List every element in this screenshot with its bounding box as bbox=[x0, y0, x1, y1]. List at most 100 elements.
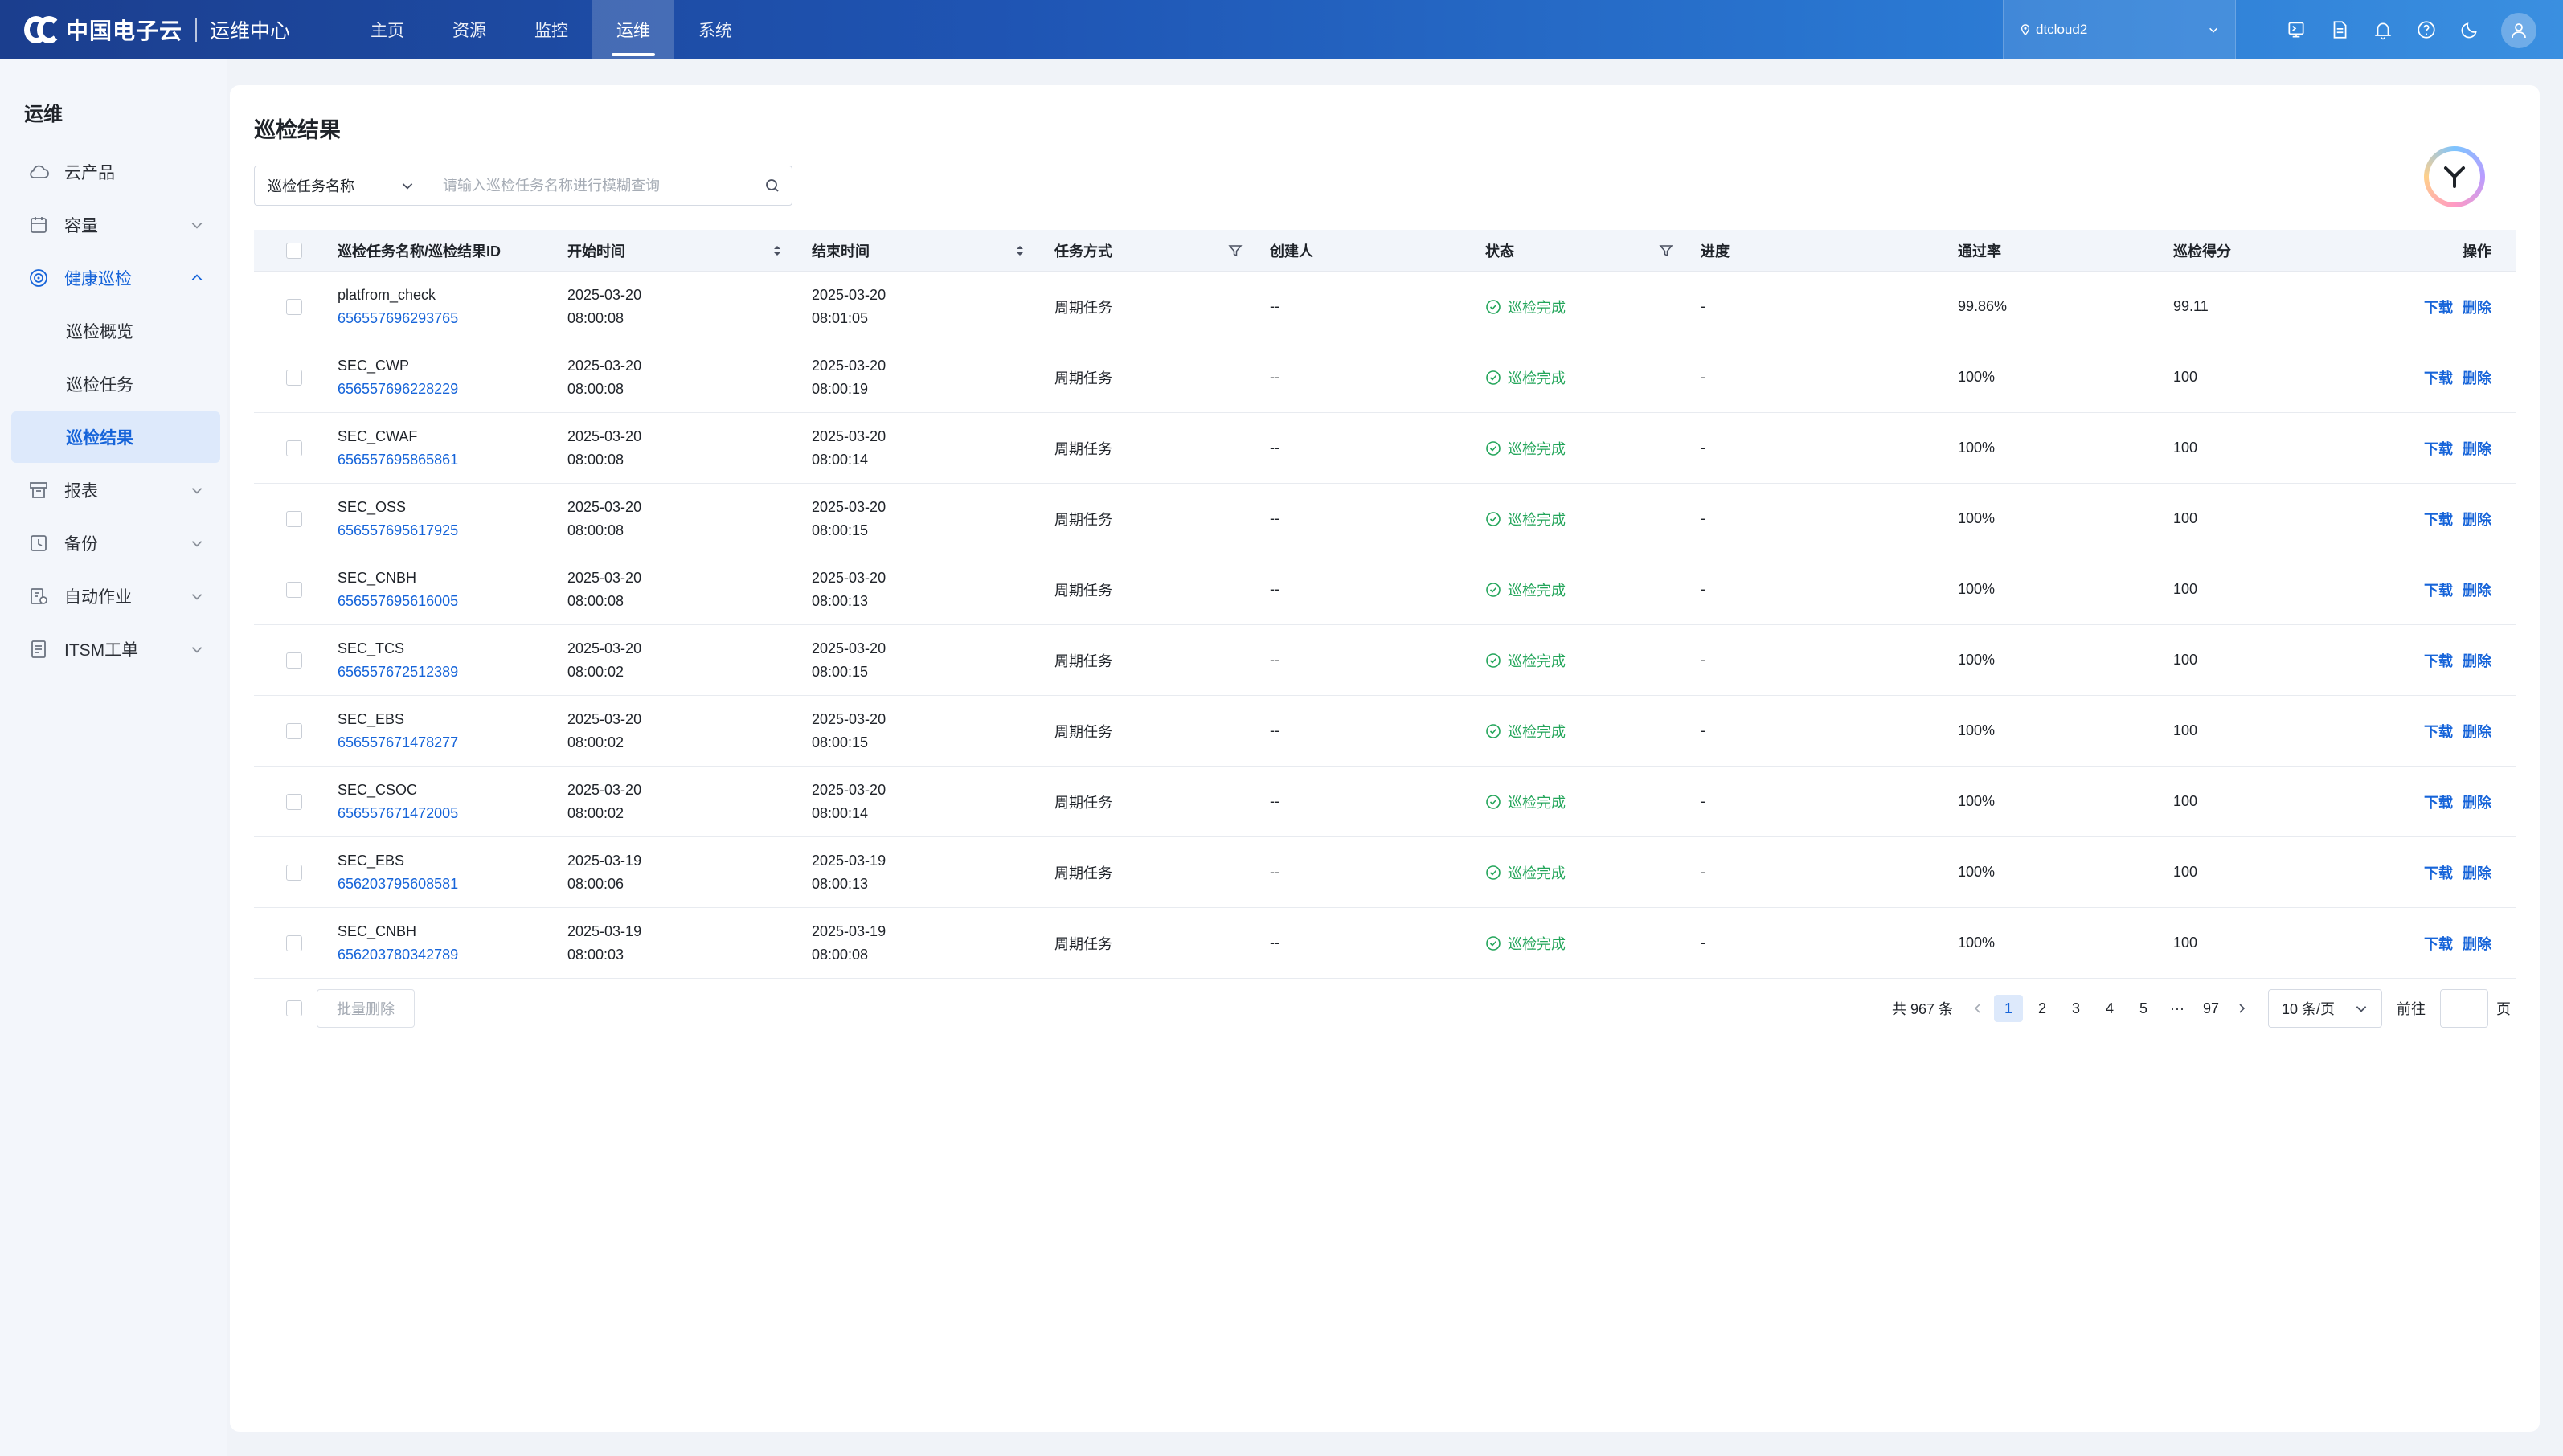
nav-operations[interactable]: 运维 bbox=[592, 0, 675, 59]
console-icon[interactable] bbox=[2274, 0, 2318, 59]
pass-rate: 100% bbox=[1958, 440, 1996, 456]
brand-logo[interactable]: 中国电子云 运维中心 bbox=[24, 0, 290, 59]
ai-assistant-button[interactable] bbox=[2424, 146, 2485, 207]
filter-icon[interactable] bbox=[1228, 243, 1243, 258]
pass-rate: 100% bbox=[1958, 793, 1996, 809]
help-icon[interactable] bbox=[2405, 0, 2448, 59]
result-id-link[interactable]: 656557695865861 bbox=[338, 451, 459, 468]
search-input[interactable] bbox=[428, 166, 753, 205]
delete-link[interactable]: 删除 bbox=[2463, 511, 2491, 528]
page-size-select[interactable]: 10 条/页 bbox=[2268, 989, 2382, 1028]
sidebar-subitem-tasks[interactable]: 巡检任务 bbox=[66, 376, 133, 395]
download-link[interactable]: 下载 bbox=[2424, 511, 2453, 528]
region-selector[interactable]: dtcloud2 bbox=[2003, 0, 2236, 59]
pass-rate: 100% bbox=[1958, 652, 1996, 668]
result-id-link[interactable]: 656557671478277 bbox=[338, 734, 459, 750]
result-id-link[interactable]: 656557671472005 bbox=[338, 804, 459, 821]
download-link[interactable]: 下载 bbox=[2424, 582, 2453, 599]
delete-link[interactable]: 删除 bbox=[2463, 794, 2491, 811]
document-icon[interactable] bbox=[2318, 0, 2361, 59]
search-icon[interactable] bbox=[753, 166, 792, 205]
result-id-link[interactable]: 656557695617925 bbox=[338, 521, 459, 538]
delete-link[interactable]: 删除 bbox=[2463, 299, 2491, 316]
nav-home[interactable]: 主页 bbox=[371, 22, 405, 40]
nav-monitoring[interactable]: 监控 bbox=[534, 22, 569, 40]
delete-link[interactable]: 删除 bbox=[2463, 935, 2491, 952]
sidebar-item-health-check[interactable]: 健康巡检 bbox=[11, 252, 220, 304]
table-row: SEC_OSS 656557695617925 2025-03-20 08:00:08… bbox=[254, 484, 2516, 554]
more-pages-button[interactable]: ··· bbox=[2170, 1000, 2184, 1016]
sidebar-item-backup[interactable]: 备份 bbox=[11, 517, 220, 569]
sort-icon[interactable] bbox=[770, 243, 784, 258]
sidebar-subitem-results[interactable]: 巡检结果 bbox=[11, 411, 220, 463]
sidebar-item-automation[interactable]: 自动作业 bbox=[11, 571, 220, 622]
row-checkbox[interactable] bbox=[286, 581, 302, 598]
delete-link[interactable]: 删除 bbox=[2463, 723, 2491, 740]
row-checkbox[interactable] bbox=[286, 793, 302, 810]
filter-icon[interactable] bbox=[1659, 243, 1673, 258]
search-field-select[interactable]: 巡检任务名称 bbox=[255, 166, 428, 205]
delete-link[interactable]: 删除 bbox=[2463, 865, 2491, 881]
dark-mode-moon-icon[interactable] bbox=[2448, 0, 2491, 59]
sidebar-item-cloud-products[interactable]: 云产品 bbox=[11, 146, 220, 198]
table-row: SEC_CWAF 656557695865861 2025-03-20 08:00:0… bbox=[254, 413, 2516, 484]
result-id-link[interactable]: 656203795608581 bbox=[338, 875, 459, 892]
result-id-link[interactable]: 656557672512389 bbox=[338, 663, 459, 680]
chevron-down-icon bbox=[191, 541, 203, 547]
page-button[interactable]: 2 bbox=[2037, 1000, 2046, 1016]
row-checkbox[interactable] bbox=[286, 298, 302, 315]
row-checkbox[interactable] bbox=[286, 864, 302, 881]
download-link[interactable]: 下载 bbox=[2424, 440, 2453, 457]
nav-resources[interactable]: 资源 bbox=[452, 22, 487, 40]
end-time: 08:00:15 bbox=[812, 734, 869, 750]
footer-select-all-checkbox[interactable] bbox=[286, 1000, 302, 1016]
result-id-link[interactable]: 656557696228229 bbox=[338, 380, 459, 397]
delete-link[interactable]: 删除 bbox=[2463, 652, 2491, 669]
sidebar-item-itsm[interactable]: ITSM工单 bbox=[11, 624, 220, 675]
download-link[interactable]: 下载 bbox=[2424, 723, 2453, 740]
download-link[interactable]: 下载 bbox=[2424, 652, 2453, 669]
sort-icon[interactable] bbox=[1013, 243, 1027, 258]
page-button[interactable]: 1 bbox=[1994, 995, 2023, 1022]
download-link[interactable]: 下载 bbox=[2424, 299, 2453, 316]
page-button[interactable]: 4 bbox=[2105, 1000, 2114, 1016]
row-checkbox[interactable] bbox=[286, 440, 302, 456]
delete-link[interactable]: 删除 bbox=[2463, 440, 2491, 457]
download-link[interactable]: 下载 bbox=[2424, 935, 2453, 952]
nav-system[interactable]: 系统 bbox=[698, 22, 733, 40]
sidebar-subitem-overview[interactable]: 巡检概览 bbox=[66, 323, 133, 342]
start-time: 08:00:08 bbox=[567, 521, 624, 538]
task-name: SEC_CNBH bbox=[338, 922, 417, 939]
delete-link[interactable]: 删除 bbox=[2463, 582, 2491, 599]
row-checkbox[interactable] bbox=[286, 369, 302, 386]
sidebar-item-reports[interactable]: 报表 bbox=[11, 464, 220, 516]
download-link[interactable]: 下载 bbox=[2424, 794, 2453, 811]
row-checkbox[interactable] bbox=[286, 510, 302, 527]
result-id-link[interactable]: 656203780342789 bbox=[338, 946, 459, 963]
sidebar-item-capacity[interactable]: 容量 bbox=[11, 199, 220, 251]
bell-icon[interactable] bbox=[2361, 0, 2405, 59]
select-all-checkbox[interactable] bbox=[286, 242, 302, 259]
score: 100 bbox=[2173, 652, 2198, 668]
delete-link[interactable]: 删除 bbox=[2463, 370, 2491, 386]
result-id-link[interactable]: 656557695616005 bbox=[338, 592, 459, 609]
pagination: 共 967 条 1 2 3 4 5 ··· 97 10 条/页 前往 页 bbox=[1892, 988, 2516, 1029]
user-avatar[interactable] bbox=[2501, 13, 2536, 48]
page-button[interactable]: 5 bbox=[2139, 1000, 2147, 1016]
score: 100 bbox=[2173, 935, 2198, 951]
start-date: 2025-03-20 bbox=[567, 710, 642, 727]
goto-page-input[interactable] bbox=[2440, 989, 2488, 1028]
next-page-button[interactable] bbox=[2228, 995, 2255, 1022]
last-page-button[interactable]: 97 bbox=[2202, 1000, 2220, 1016]
creator: -- bbox=[1270, 864, 1279, 880]
download-link[interactable]: 下载 bbox=[2424, 370, 2453, 386]
prev-page-button[interactable] bbox=[1964, 995, 1992, 1022]
download-link[interactable]: 下载 bbox=[2424, 865, 2453, 881]
row-checkbox[interactable] bbox=[286, 652, 302, 669]
module-name: 运维中心 bbox=[210, 20, 291, 43]
row-checkbox[interactable] bbox=[286, 722, 302, 739]
result-id-link[interactable]: 656557696293765 bbox=[338, 309, 459, 326]
row-checkbox[interactable] bbox=[286, 935, 302, 951]
batch-delete-button[interactable]: 批量删除 bbox=[317, 989, 415, 1028]
page-button[interactable]: 3 bbox=[2071, 1000, 2080, 1016]
